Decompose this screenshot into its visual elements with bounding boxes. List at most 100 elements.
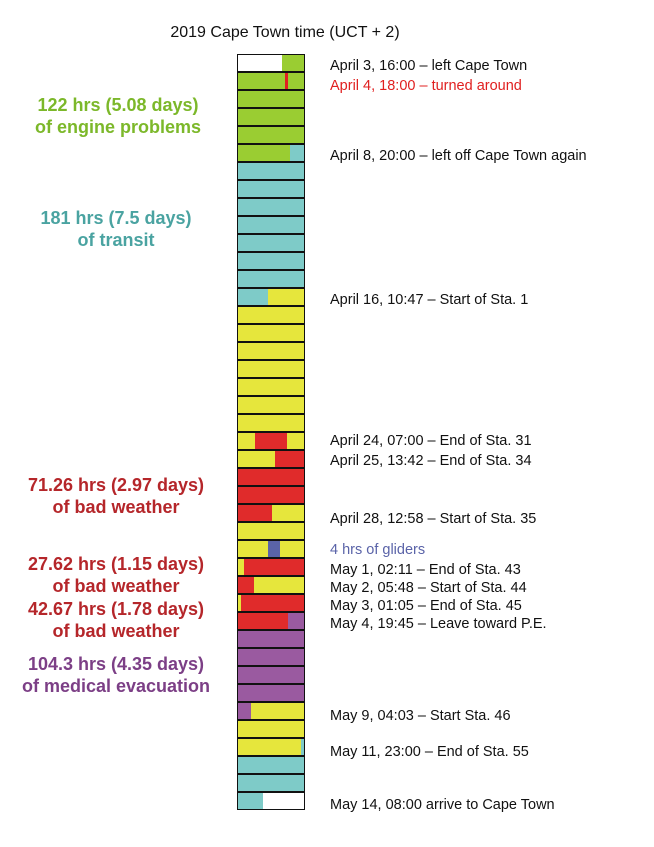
event-start-sta-44: May 2, 05:48 – Start of Sta. 44	[330, 580, 527, 596]
timeline-row	[237, 738, 305, 756]
timeline-row	[237, 288, 305, 306]
timeline-row	[237, 90, 305, 108]
timeline-segment-station	[238, 721, 304, 737]
timeline-segment-station	[238, 325, 304, 341]
timeline-row	[237, 612, 305, 630]
timeline-segment-engine	[238, 145, 291, 161]
label-bad-weather-1-hours: 71.26 hrs (2.97 days)	[27, 475, 205, 495]
label-bad-weather-2-desc: of bad weather	[52, 576, 180, 596]
label-bad-weather-3-hours: 42.67 hrs (1.78 days)	[27, 599, 205, 619]
event-left-cape-town: April 3, 16:00 – left Cape Town	[330, 58, 528, 74]
timeline-segment-station	[272, 505, 304, 521]
label-medical-evacuation: 104.3 hrs (4.35 days) of medical evacuat…	[0, 653, 232, 697]
timeline-segment-station	[253, 577, 304, 593]
timeline-segment-engine	[238, 73, 304, 89]
label-engine-problems-hours: 122 hrs (5.08 days)	[37, 95, 199, 115]
label-bad-weather-2: 27.62 hrs (1.15 days) of bad weather	[0, 553, 232, 597]
timeline-segment-station	[238, 451, 275, 467]
event-end-sta-45: May 3, 01:05 – End of Sta. 45	[330, 598, 522, 614]
timeline-row	[237, 432, 305, 450]
timeline-segment-transit	[301, 739, 304, 755]
label-engine-problems: 122 hrs (5.08 days) of engine problems	[2, 94, 234, 138]
timeline-segment-transit	[238, 757, 304, 773]
timeline-row	[237, 594, 305, 612]
timeline-segment-station	[267, 289, 304, 305]
timeline-segment-station	[238, 397, 304, 413]
timeline-segment-gliders	[268, 541, 280, 557]
timeline-segment-station	[238, 595, 241, 611]
timeline-row	[237, 126, 305, 144]
timeline-row	[237, 396, 305, 414]
timeline-segment-transit	[238, 235, 304, 251]
timeline-segment-station	[238, 343, 304, 359]
timeline-segment-engine	[281, 55, 304, 71]
timeline-row	[237, 666, 305, 684]
timeline-segment-weather	[238, 505, 273, 521]
timeline-segment-medical	[238, 685, 304, 701]
event-turned-around: April 4, 18:00 – turned around	[330, 78, 522, 94]
label-medical-evacuation-hours: 104.3 hrs (4.35 days)	[27, 654, 205, 674]
timeline-segment-transit	[290, 145, 304, 161]
timeline-row	[237, 108, 305, 126]
event-arrive-cape-town: May 14, 08:00 arrive to Cape Town	[330, 797, 555, 813]
timeline-row	[237, 144, 305, 162]
event-left-off-again: April 8, 20:00 – left off Cape Town agai…	[330, 148, 587, 164]
timeline-row	[237, 684, 305, 702]
timeline-row	[237, 72, 305, 90]
label-transit-desc: of transit	[77, 230, 155, 250]
timeline-segment-medical	[288, 613, 304, 629]
timeline-row	[237, 774, 305, 792]
timeline-row	[237, 576, 305, 594]
timeline-segment-engine	[238, 91, 304, 107]
timeline-strip	[237, 54, 305, 821]
timeline-row	[237, 360, 305, 378]
timeline-row	[237, 756, 305, 774]
event-leave-toward-pe: May 4, 19:45 – Leave toward P.E.	[330, 616, 547, 632]
timeline-segment-station	[238, 379, 304, 395]
timeline-row	[237, 468, 305, 486]
timeline-row	[237, 342, 305, 360]
timeline-row	[237, 198, 305, 216]
timeline-row	[237, 252, 305, 270]
timeline-row	[237, 180, 305, 198]
timeline-segment-station	[238, 433, 255, 449]
timeline-row	[237, 270, 305, 288]
timeline-row	[237, 558, 305, 576]
timeline-row	[237, 486, 305, 504]
timeline-segment-transit	[238, 163, 304, 179]
timeline-row	[237, 234, 305, 252]
timeline-row	[237, 306, 305, 324]
timeline-segment-empty	[238, 55, 282, 71]
timeline-row	[237, 522, 305, 540]
timeline-segment-transit	[238, 793, 264, 809]
chart-title: 2019 Cape Town time (UCT + 2)	[170, 24, 400, 41]
timeline-segment-station	[238, 307, 304, 323]
timeline-segment-station	[279, 541, 304, 557]
timeline-segment-transit	[238, 271, 304, 287]
turnaround-marker	[284, 73, 288, 89]
timeline-segment-transit	[238, 775, 304, 791]
label-transit-hours: 181 hrs (7.5 days)	[40, 208, 192, 228]
timeline-segment-engine	[238, 109, 304, 125]
timeline-segment-medical	[238, 631, 304, 647]
timeline-segment-weather	[254, 433, 287, 449]
event-end-sta-31: April 24, 07:00 – End of Sta. 31	[330, 433, 532, 449]
event-end-sta-34: April 25, 13:42 – End of Sta. 34	[330, 453, 532, 469]
timeline-segment-station	[286, 433, 304, 449]
timeline-row	[237, 504, 305, 522]
timeline-row	[237, 450, 305, 468]
timeline-segment-transit	[238, 253, 304, 269]
timeline-segment-medical	[238, 649, 304, 665]
timeline-segment-transit	[238, 199, 304, 215]
timeline-row	[237, 414, 305, 432]
event-gliders: 4 hrs of gliders	[330, 542, 426, 558]
timeline-segment-weather	[240, 595, 304, 611]
label-bad-weather-2-hours: 27.62 hrs (1.15 days)	[27, 554, 205, 574]
timeline-row	[237, 792, 305, 810]
event-end-sta-55: May 11, 23:00 – End of Sta. 55	[330, 744, 529, 760]
timeline-segment-station	[238, 541, 269, 557]
timeline-segment-station	[238, 739, 302, 755]
timeline-segment-transit	[238, 289, 268, 305]
timeline-segment-weather	[238, 613, 289, 629]
label-transit: 181 hrs (7.5 days) of transit	[0, 207, 232, 251]
